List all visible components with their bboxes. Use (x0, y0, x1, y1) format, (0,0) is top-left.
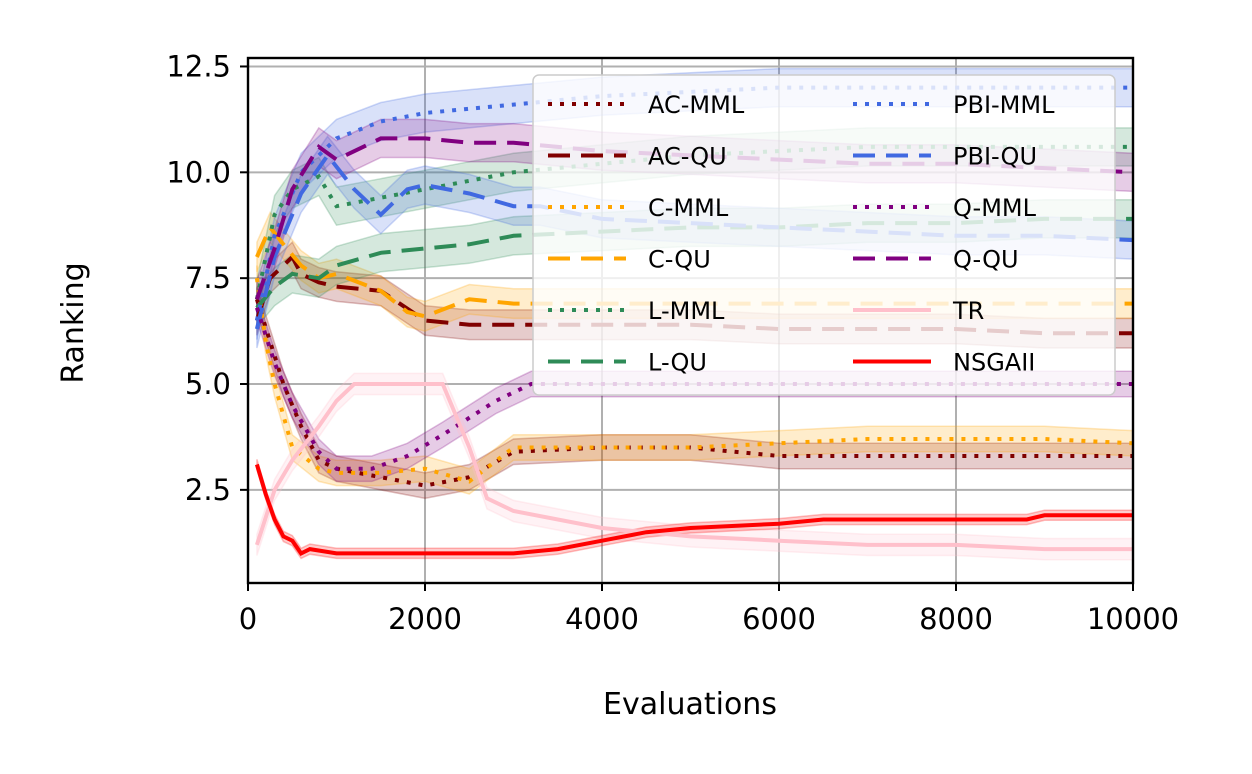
y-tick-label: 2.5 (185, 473, 231, 507)
legend-label-l-mml: L-MML (648, 297, 725, 325)
x-tick-label: 10000 (1087, 602, 1179, 636)
band-l-mml (256, 127, 1133, 319)
legend-frame (532, 74, 1116, 396)
y-tick-label: 5.0 (185, 367, 231, 401)
x-tick-label: 4000 (565, 602, 639, 636)
legend-label-c-mml: C-MML (648, 194, 729, 222)
plot-frame (246, 56, 1135, 585)
y-tick-label: 10.0 (166, 155, 231, 189)
x-tick-label: 2000 (388, 602, 462, 636)
y-axis-label: Ranking (56, 262, 91, 383)
x-axis-ticks: 0 2000 4000 6000 8000 10000 (239, 583, 1179, 636)
x-tick-label: 0 (239, 602, 257, 636)
legend-label-ac-mml: AC-MML (648, 91, 745, 119)
series-line-pbi-qu (254, 152, 1133, 330)
legend-label-tr: TR (952, 297, 984, 325)
legend-label-ac-qu: AC-QU (648, 143, 727, 171)
x-axis-label: Evaluations (603, 687, 777, 722)
band-c-mml (256, 265, 1133, 495)
series-line-ac-qu (254, 253, 1133, 336)
legend-label-c-qu: C-QU (648, 246, 711, 274)
legend-label-pbi-mml: PBI-MML (953, 91, 1055, 119)
series-line-tr (254, 382, 1133, 552)
legend: AC-MML AC-QU C-MML C-QU L-MML L-QU PBI-MML PBI-… (532, 74, 1116, 396)
x-tick-label: 6000 (742, 602, 816, 636)
legend-label-l-qu: L-QU (648, 349, 707, 377)
legend-label-q-qu: Q-QU (953, 246, 1019, 274)
series-line-ac-mml (254, 298, 1133, 488)
y-tick-label: 7.5 (185, 261, 231, 295)
band-ac-mml (256, 286, 1133, 500)
x-tick-label: 8000 (919, 602, 993, 636)
legend-label-q-mml: Q-MML (953, 194, 1037, 222)
y-tick-label: 12.5 (166, 49, 231, 83)
series-line-c-mml (254, 277, 1133, 484)
legend-label-pbi-qu: PBI-QU (953, 143, 1037, 171)
series-line-l-mml (254, 144, 1133, 300)
y-axis-ticks: 2.5 5.0 7.5 10.0 12.5 (166, 49, 248, 507)
band-nsgaii (256, 459, 1133, 560)
series-line-nsgaii (254, 463, 1133, 556)
legend-label-nsgaii: NSGAII (953, 349, 1035, 377)
